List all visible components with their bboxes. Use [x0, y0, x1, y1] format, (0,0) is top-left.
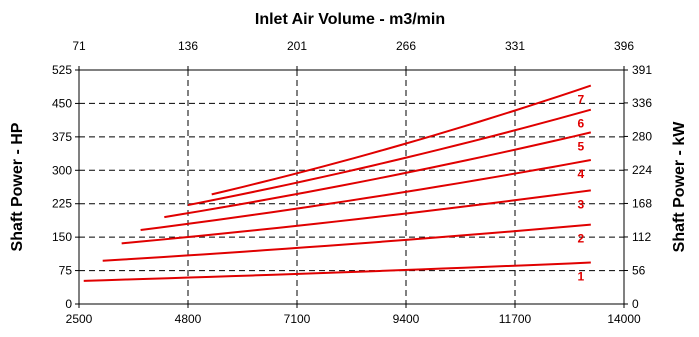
y-tick-label: 300: [52, 163, 72, 177]
data-series: 1 2 3 4 5 6 7: [83, 84, 592, 284]
chart-title: Inlet Air Volume - m3/min: [255, 11, 445, 28]
x-tick-label: 4800: [175, 312, 202, 326]
y-tick-label: 450: [52, 96, 72, 110]
series-line-2: [102, 223, 591, 262]
y-right-tick-label: 0: [632, 297, 639, 311]
y-axis-label-right: Shaft Power - kW: [671, 121, 688, 253]
x-top-tick-label: 396: [614, 39, 634, 53]
series-line-5: [164, 131, 592, 219]
series-line-1: [83, 261, 591, 282]
y-right-tick-label: 224: [632, 163, 652, 177]
series-line-3: [121, 189, 591, 245]
series-line-6: [187, 108, 592, 207]
y-right-tick-label: 168: [632, 196, 652, 210]
x-tick-label: 2500: [66, 312, 93, 326]
series-label-6: 6: [577, 117, 584, 131]
y-right-tick-label: 56: [632, 263, 646, 277]
y-tick-label: 75: [59, 264, 73, 278]
series-label-5: 5: [577, 139, 584, 153]
x-tick-label: 9400: [393, 312, 420, 326]
series-label-1: 1: [577, 270, 584, 284]
y-tick-label: 225: [52, 197, 72, 211]
series-label-3: 3: [577, 197, 584, 211]
x-top-tick-label: 266: [396, 39, 416, 53]
x-top-tick-label: 71: [72, 39, 86, 53]
series-label-4: 4: [577, 167, 584, 181]
y-right-tick-label: 112: [632, 230, 651, 244]
series-label-7: 7: [577, 93, 584, 107]
x-top-tick-label: 331: [505, 39, 525, 53]
series-line-7: [211, 84, 592, 196]
y-right-tick-label: 391: [632, 63, 652, 77]
series-label-2: 2: [577, 232, 584, 246]
x-tick-label: 7100: [284, 312, 311, 326]
x-tick-label: 14000: [607, 312, 641, 326]
y-right-tick-label: 336: [632, 96, 652, 110]
plot-frame: [78, 69, 625, 305]
y-tick-label: 150: [52, 230, 72, 244]
y-axis-label-left: Shaft Power - HP: [9, 122, 26, 251]
y-tick-label: 375: [52, 130, 72, 144]
x-top-tick-label: 136: [178, 39, 198, 53]
x-tick-label: 11700: [499, 312, 532, 326]
y-tick-label: 0: [65, 297, 72, 311]
series-line-4: [140, 159, 592, 232]
grid-lines: [79, 70, 624, 304]
y-right-tick-label: 280: [632, 129, 652, 143]
y-tick-label: 525: [52, 63, 72, 77]
x-top-tick-label: 201: [287, 39, 307, 53]
